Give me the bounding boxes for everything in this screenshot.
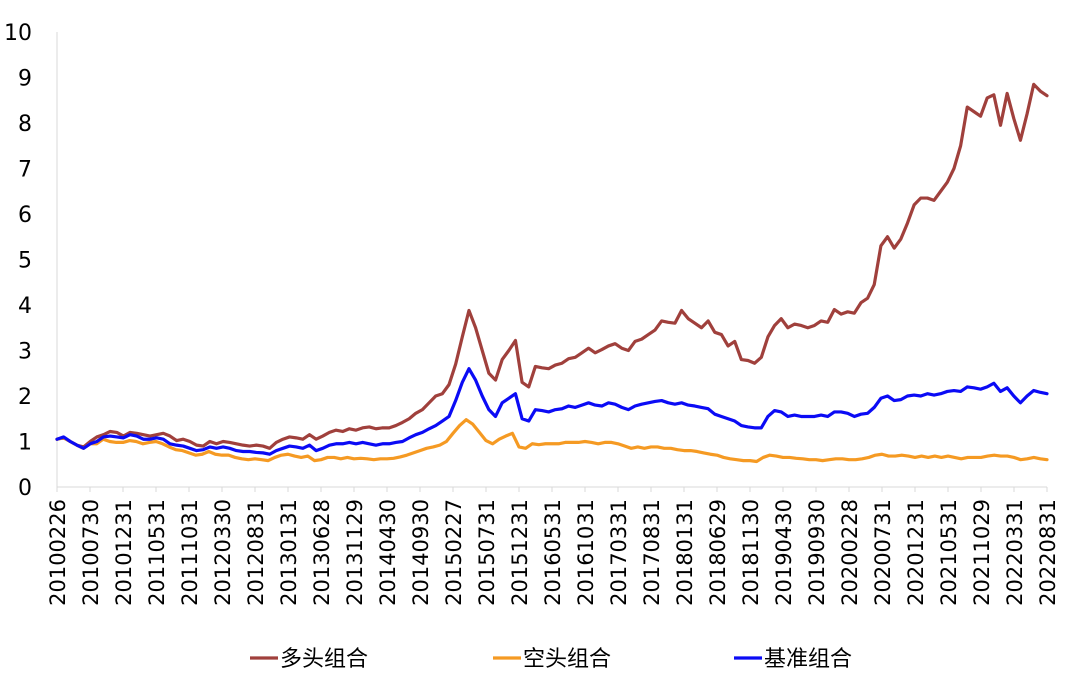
y-tick-label: 3	[18, 340, 32, 365]
x-tick-label: 20101231	[112, 499, 136, 606]
series-line-2	[55, 367, 1049, 456]
x-tick-label: 20161031	[574, 499, 598, 606]
x-tick-label: 20140930	[409, 499, 433, 606]
y-tick-label: 7	[18, 158, 32, 183]
x-tick-label: 20130131	[277, 499, 301, 606]
x-tick-label: 20220831	[1036, 499, 1060, 606]
legend-label-0: 多头组合	[280, 647, 368, 672]
x-axis: 20100226 20100730 20101231 20110531 20111031…	[46, 486, 1060, 606]
x-tick-label: 20170831	[640, 499, 664, 606]
x-tick-label: 20201231	[904, 499, 928, 606]
x-tick-label: 20120831	[244, 499, 268, 606]
x-tick-label: 20130628	[310, 499, 334, 606]
x-tick-label: 20100730	[79, 499, 103, 606]
x-tick-label: 20111031	[178, 499, 202, 606]
x-tick-label: 20180629	[706, 499, 730, 606]
legend-label-2: 基准组合	[764, 647, 852, 672]
x-tick-label: 20190930	[805, 499, 829, 606]
series-line-0	[55, 82, 1049, 450]
y-tick-label: 9	[18, 67, 32, 92]
x-tick-label: 20170331	[607, 499, 631, 606]
x-tick-label: 20160531	[541, 499, 565, 606]
x-tick-label: 20120330	[211, 499, 235, 606]
x-tick-label: 20140430	[376, 499, 400, 606]
y-tick-label: 6	[18, 203, 32, 228]
x-tick-label: 20211029	[970, 499, 994, 606]
x-tick-label: 20150731	[475, 499, 499, 606]
x-tick-label: 20200228	[838, 499, 862, 606]
x-tick-label: 20151231	[508, 499, 532, 606]
plot-area	[55, 82, 1049, 464]
x-tick-label: 20131129	[343, 499, 367, 606]
y-tick-label: 0	[18, 476, 32, 501]
x-tick-label: 20200731	[871, 499, 895, 606]
x-tick-label: 20110531	[145, 499, 169, 606]
x-tick-label: 20190430	[772, 499, 796, 606]
x-tick-label: 20220331	[1003, 499, 1027, 606]
y-tick-label: 10	[4, 21, 32, 46]
y-axis: 0 1 2 3 4 5 6 7 8 9 10	[4, 21, 58, 501]
y-tick-label: 2	[18, 385, 32, 410]
x-tick-label: 20100226	[46, 499, 70, 606]
x-tick-label: 20150227	[442, 499, 466, 606]
x-tick-label: 20181130	[739, 499, 763, 606]
x-tick-label: 20210531	[937, 499, 961, 606]
legend-label-1: 空头组合	[523, 647, 611, 672]
legend: 多头组合 空头组合 基准组合	[250, 647, 852, 672]
y-tick-label: 8	[18, 112, 32, 137]
y-tick-label: 4	[18, 294, 32, 319]
y-tick-label: 5	[18, 249, 32, 274]
x-tick-label: 20180131	[673, 499, 697, 606]
y-tick-label: 1	[18, 431, 32, 456]
series-line-1	[55, 418, 1049, 464]
